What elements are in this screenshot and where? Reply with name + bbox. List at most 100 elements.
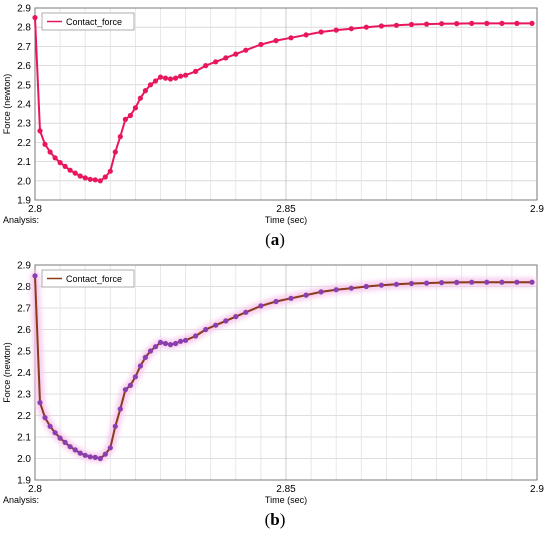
data-point — [424, 21, 430, 27]
data-point — [37, 400, 43, 406]
x-tick-label: 2.85 — [276, 484, 296, 495]
data-point — [127, 382, 133, 388]
data-point — [87, 454, 93, 460]
data-point — [203, 326, 209, 333]
data-point — [203, 63, 209, 69]
data-point — [37, 128, 43, 134]
y-tick-label: 2.6 — [17, 325, 31, 336]
data-point — [439, 21, 445, 27]
data-point — [122, 387, 128, 393]
caption-open: ( — [265, 230, 271, 249]
panel-caption: (a) — [265, 230, 285, 249]
caption-close: ) — [280, 510, 286, 529]
data-point — [92, 454, 98, 460]
data-point — [499, 279, 505, 285]
data-point — [178, 338, 184, 344]
data-point — [484, 20, 490, 26]
chart-panel-b: 1.9 2.0 2.1 2.2 2.3 2.4 2.5 2.6 2.7 2.8 2.9 2.8 2.85… — [2, 261, 544, 530]
data-point — [484, 279, 490, 285]
data-point — [514, 279, 520, 285]
data-point — [152, 78, 159, 84]
y-tick-label: 1.9 — [17, 476, 31, 487]
data-point — [183, 337, 189, 343]
y-tick-label: 2.5 — [17, 347, 31, 358]
data-point — [152, 344, 159, 350]
data-point — [112, 423, 118, 429]
data-point — [318, 289, 324, 295]
y-tick-label: 2.3 — [17, 390, 31, 401]
y-tick-label: 2.2 — [17, 138, 31, 149]
data-point — [62, 439, 68, 445]
data-point — [193, 333, 199, 339]
y-tick-label: 2.2 — [17, 411, 31, 422]
data-point — [303, 32, 309, 38]
data-point — [258, 303, 264, 309]
data-point — [137, 363, 143, 369]
y-tick-label: 2.8 — [17, 23, 31, 34]
y-axis-label: Force (newton) — [2, 74, 12, 135]
data-point — [233, 51, 239, 57]
data-point — [117, 134, 123, 140]
legend-label: Contact_force — [66, 274, 122, 284]
data-point — [273, 298, 279, 305]
data-point — [72, 447, 78, 453]
y-axis-label: Force (newton) — [2, 342, 12, 403]
data-point — [52, 155, 58, 161]
data-point — [77, 173, 83, 179]
data-point — [102, 451, 108, 457]
data-point — [92, 177, 98, 183]
data-point — [42, 141, 48, 147]
data-point — [454, 279, 460, 285]
data-point — [469, 20, 475, 26]
data-point — [82, 452, 88, 458]
y-tick-label: 2.7 — [17, 42, 31, 53]
x-tick-label: 2.85 — [276, 204, 296, 215]
data-point — [167, 76, 174, 82]
data-point — [47, 149, 53, 155]
data-point — [408, 21, 415, 28]
y-tick-label: 2.9 — [17, 261, 31, 272]
data-point — [137, 95, 143, 101]
data-point — [57, 160, 63, 166]
data-point — [147, 82, 154, 88]
data-point — [273, 38, 279, 44]
caption-open: ( — [265, 510, 271, 529]
data-point — [363, 24, 369, 30]
data-point — [62, 163, 68, 169]
y-tick-label: 2.5 — [17, 80, 31, 91]
data-point — [32, 273, 38, 279]
data-point — [378, 282, 384, 288]
data-point — [47, 423, 53, 429]
data-point — [378, 23, 384, 29]
data-point — [393, 22, 399, 28]
data-point — [303, 292, 309, 298]
legend-label: Contact_force — [66, 17, 122, 27]
x-axis-label: Time (sec) — [265, 215, 307, 225]
data-point — [67, 444, 73, 450]
legend-box — [41, 12, 135, 31]
caption-close: ) — [279, 230, 285, 249]
data-point — [499, 20, 505, 26]
data-point — [72, 170, 78, 176]
data-point — [57, 435, 63, 441]
data-point — [233, 314, 239, 320]
y-tick-label: 1.9 — [17, 196, 31, 207]
chart-panel-a: 1.9 2.0 2.1 2.2 2.3 2.4 2.5 2.6 2.7 2.8 2.9 2.8 2.85… — [2, 4, 544, 250]
analysis-label: Analysis: — [3, 495, 39, 505]
data-point — [469, 279, 475, 285]
data-point — [243, 309, 249, 315]
y-tick-label: 2.3 — [17, 119, 31, 130]
y-tick-label: 2.4 — [17, 368, 31, 379]
plot-frame — [34, 7, 538, 201]
data-point — [439, 280, 445, 286]
data-point — [183, 72, 189, 78]
panel-caption: (b) — [265, 510, 286, 529]
data-point — [122, 116, 128, 122]
data-point — [288, 295, 294, 301]
y-tick-label: 2.6 — [17, 61, 31, 72]
data-point — [529, 20, 535, 26]
data-point — [52, 430, 58, 436]
y-tick-label: 2.0 — [17, 176, 31, 187]
data-point — [132, 374, 138, 380]
data-point — [288, 35, 294, 41]
